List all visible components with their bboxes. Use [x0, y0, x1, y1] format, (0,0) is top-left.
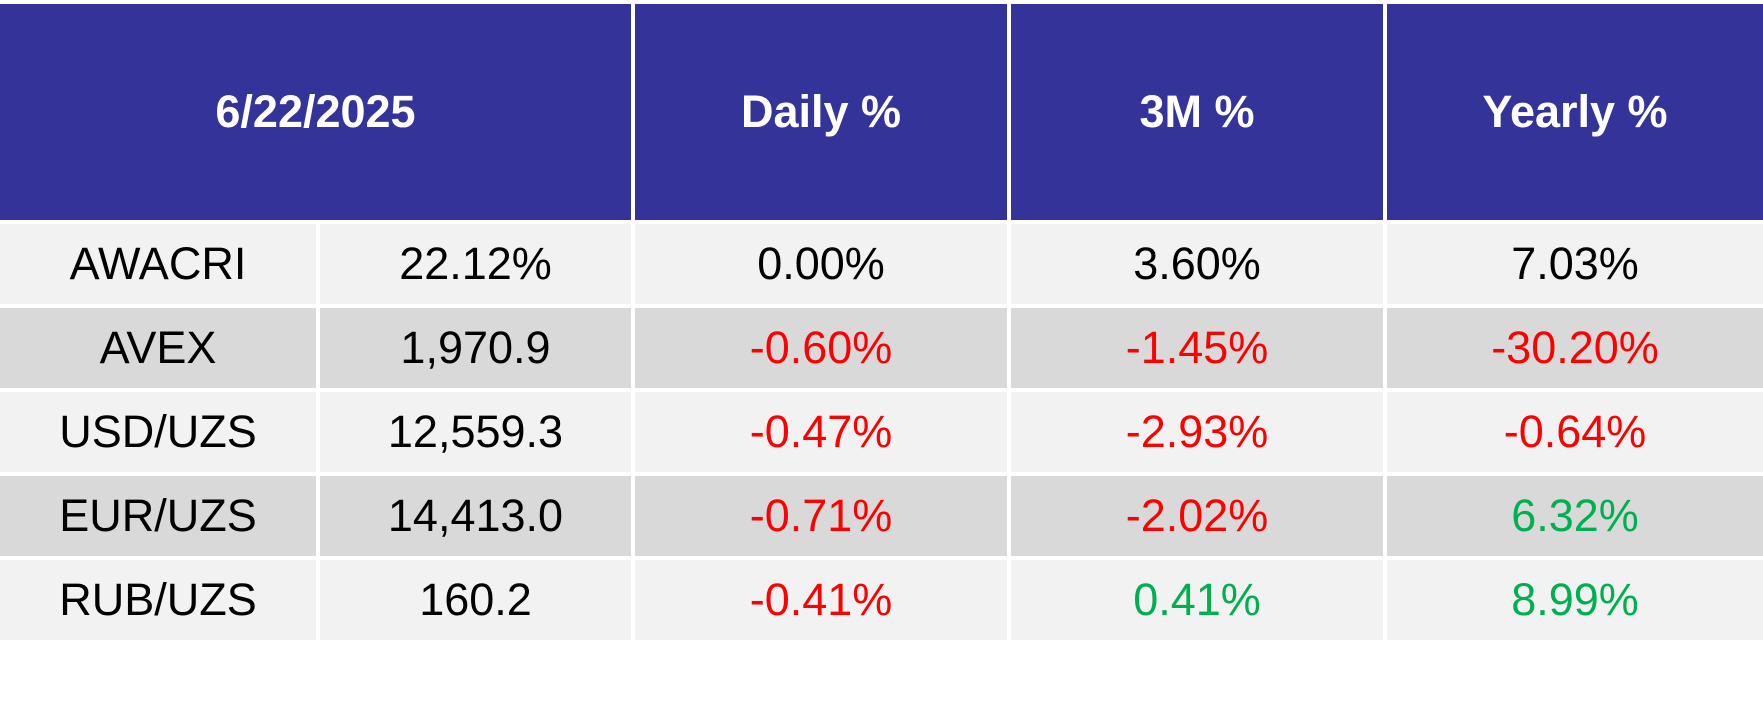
- table-row: AWACRI 22.12% 0.00% 3.60% 7.03%: [0, 224, 1763, 304]
- row-value: 12,559.3: [320, 392, 631, 472]
- row-name: AWACRI: [0, 224, 316, 304]
- row-three-month: 0.41%: [1011, 560, 1383, 640]
- row-three-month: -2.02%: [1011, 476, 1383, 556]
- row-three-month: -1.45%: [1011, 308, 1383, 388]
- row-yearly: -0.64%: [1387, 392, 1763, 472]
- table-row: EUR/UZS 14,413.0 -0.71% -2.02% 6.32%: [0, 476, 1763, 556]
- table-row: USD/UZS 12,559.3 -0.47% -2.93% -0.64%: [0, 392, 1763, 472]
- row-value: 160.2: [320, 560, 631, 640]
- row-yearly: -30.20%: [1387, 308, 1763, 388]
- table-row: AVEX 1,970.9 -0.60% -1.45% -30.20%: [0, 308, 1763, 388]
- row-value: 1,970.9: [320, 308, 631, 388]
- row-name: RUB/UZS: [0, 560, 316, 640]
- header-date: 6/22/2025: [0, 4, 631, 220]
- row-name: USD/UZS: [0, 392, 316, 472]
- row-name: AVEX: [0, 308, 316, 388]
- row-daily: -0.47%: [635, 392, 1007, 472]
- header-yearly: Yearly %: [1387, 4, 1763, 220]
- row-daily: 0.00%: [635, 224, 1007, 304]
- market-table: 6/22/2025 Daily % 3M % Yearly % AWACRI 2…: [0, 4, 1763, 640]
- header-daily: Daily %: [635, 4, 1007, 220]
- row-value: 14,413.0: [320, 476, 631, 556]
- row-yearly: 6.32%: [1387, 476, 1763, 556]
- row-yearly: 7.03%: [1387, 224, 1763, 304]
- table-row: RUB/UZS 160.2 -0.41% 0.41% 8.99%: [0, 560, 1763, 640]
- row-three-month: 3.60%: [1011, 224, 1383, 304]
- row-yearly: 8.99%: [1387, 560, 1763, 640]
- row-daily: -0.41%: [635, 560, 1007, 640]
- row-daily: -0.71%: [635, 476, 1007, 556]
- row-three-month: -2.93%: [1011, 392, 1383, 472]
- row-daily: -0.60%: [635, 308, 1007, 388]
- header-three-month: 3M %: [1011, 4, 1383, 220]
- table-header-row: 6/22/2025 Daily % 3M % Yearly %: [0, 4, 1763, 220]
- row-value: 22.12%: [320, 224, 631, 304]
- row-name: EUR/UZS: [0, 476, 316, 556]
